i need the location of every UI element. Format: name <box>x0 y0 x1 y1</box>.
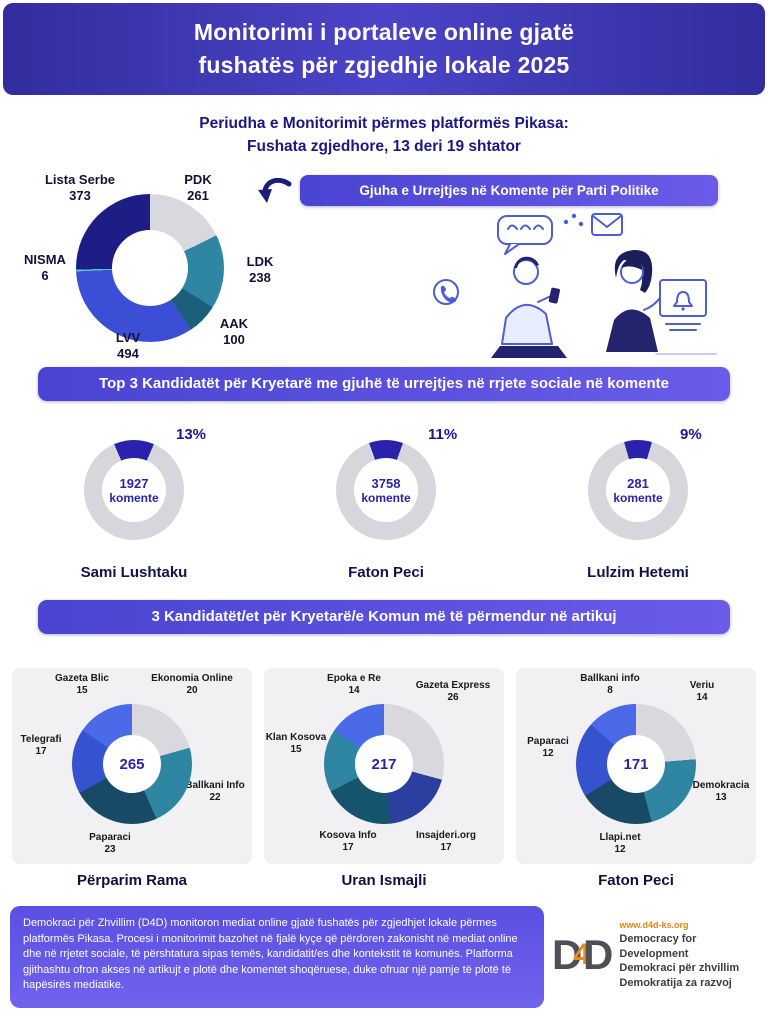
mini-label-insajderi: Insajderi.org 17 <box>415 830 476 853</box>
envelope-icon <box>591 213 623 236</box>
mentions-total: 265 <box>119 755 145 773</box>
logo-url: www.d4d-ks.org <box>619 920 689 930</box>
mini-label-paparaci: Paparaci 12 <box>527 736 569 759</box>
mentions-donut: 171 <box>576 704 696 824</box>
page-title-line1: Monitorimi i portaleve online gjatë <box>193 19 575 45</box>
monitoring-period-line1: Periudha e Monitorimit përmes platformës… <box>199 115 569 132</box>
chat-bubble-icon <box>497 215 553 255</box>
party-donut-hole <box>112 230 188 306</box>
typing-dots-icon <box>563 213 584 227</box>
d4d-logo-text: www.d4d-ks.org Democracy for Development… <box>619 920 762 990</box>
mentions-panel-uran-ismajli: Epoka e Re 14 Gazeta Express 26 Klan Kos… <box>264 668 504 864</box>
mini-label-telegrafi: Telegrafi 17 <box>20 734 62 757</box>
mentions-banner: 3 Kandidatët/et për Kryetarë/e Komun më … <box>38 600 730 634</box>
party-hate-speech-chart: Lista Serbe 373 PDK 261 LDK 238 AAK 100 … <box>18 168 320 390</box>
d4d-logo-icon: D 4 D <box>552 931 614 978</box>
party-donut <box>76 194 224 342</box>
page-title: Monitorimi i portaleve online gjatë fush… <box>194 16 574 82</box>
hate-speech-callout: Gjuha e Urrejtjes në Komente për Parti P… <box>300 175 718 206</box>
mentions-donut-hole: 265 <box>103 735 161 793</box>
donut-label-nisma: NISMA 6 <box>24 252 66 283</box>
logo-name-sr: Demokratija za razvoj <box>619 976 732 989</box>
gauge-percent: 11% <box>428 426 458 443</box>
mentions-total: 171 <box>623 755 649 773</box>
mini-label-demokracia: Demokracia 13 <box>692 780 750 803</box>
candidate-name-uran-ismajli: Uran Ismajli <box>341 872 427 889</box>
mentions-total: 217 <box>371 755 397 773</box>
man-figure <box>491 256 567 358</box>
logo-name-en: Democracy for Development <box>619 933 697 960</box>
mini-label-ballkani-info: Ballkani Info 22 <box>185 780 245 803</box>
people-illustration <box>433 213 717 358</box>
mini-label-kosova-info: Kosova Info 17 <box>319 830 377 853</box>
gauge-ring: 1927 komente <box>84 440 184 540</box>
page-title-line2: fushatës për zgjedhje lokale 2025 <box>198 52 570 78</box>
mentions-donut: 217 <box>324 704 444 824</box>
gauge-card-sami-lushtaku: 1927 komente 13% Sami Lushtaku <box>16 412 252 604</box>
woman-figure <box>606 249 661 352</box>
donut-label-ldk: LDK 238 <box>246 254 274 285</box>
donut-label-lvv: LVV 494 <box>115 330 141 361</box>
mini-label-gazeta-express: Gazeta Express 26 <box>415 680 491 703</box>
mentions-donut: 265 <box>72 704 192 824</box>
mini-label-epoka-e-re: Epoka e Re 14 <box>327 673 381 696</box>
gauge-ring: 281 komente <box>588 440 688 540</box>
donut-label-aak: AAK 100 <box>219 316 249 347</box>
gauge-percent: 13% <box>176 426 207 443</box>
gauge-center: 1927 komente <box>102 458 166 522</box>
candidate-name-perparim-rama: Përparim Rama <box>76 872 188 889</box>
gauge-card-lulzim-hetemi: 281 komente 9% Lulzim Hetemi <box>520 412 756 604</box>
mini-label-paparaci: Paparaci 23 <box>89 832 131 855</box>
header-banner: Monitorimi i portaleve online gjatë fush… <box>3 3 765 95</box>
mentions-panel-faton-peci: Ballkani info 8 Veriu 14 Paparaci 12 Dem… <box>516 668 756 864</box>
mentions-donut-hole: 217 <box>355 735 413 793</box>
d4d-logo-block: D 4 D www.d4d-ks.org Democracy for Devel… <box>552 920 762 990</box>
phone-icon <box>433 279 459 305</box>
mini-label-llapi: Llapi.net 12 <box>599 832 641 855</box>
mentions-donut-hole: 171 <box>607 735 665 793</box>
gauge-center: 281 komente <box>606 458 670 522</box>
mentions-panel-perparim-rama: Gazeta Blic 15 Ekonomia Online 20 Telegr… <box>12 668 252 864</box>
notification-screen-icon <box>655 279 717 355</box>
mini-label-ekonomia-online: Ekonomia Online 20 <box>151 673 233 696</box>
gauge-percent: 9% <box>680 426 702 443</box>
candidate-name: Faton Peci <box>348 564 424 581</box>
candidate-name-faton-peci: Faton Peci <box>598 872 674 889</box>
donut-label-pdk: PDK 261 <box>184 172 212 203</box>
mini-label-ballkani-info: Ballkani info 8 <box>580 673 640 696</box>
top3-banner: Top 3 Kandidatët për Kryetarë me gjuhë t… <box>38 367 730 401</box>
curved-arrow-icon <box>258 178 292 203</box>
candidate-name: Lulzim Hetemi <box>587 564 689 581</box>
monitoring-period: Periudha e Monitorimit përmes platformës… <box>0 112 768 158</box>
mini-label-klan-kosova: Klan Kosova 15 <box>265 732 327 755</box>
candidate-name: Sami Lushtaku <box>80 564 188 581</box>
footer-description: Demokraci për Zhvillim (D4D) monitoron m… <box>10 906 544 1008</box>
mini-label-veriu: Veriu 14 <box>689 680 715 703</box>
gauge-card-faton-peci: 3758 komente 11% Faton Peci <box>268 412 504 604</box>
mini-label-gazeta-blic: Gazeta Blic 15 <box>55 673 109 696</box>
gauge-ring: 3758 komente <box>336 440 436 540</box>
donut-label-lista-serbe: Lista Serbe 373 <box>44 172 116 203</box>
monitoring-period-line2: Fushata zgjedhore, 13 deri 19 shtator <box>247 138 521 155</box>
logo-name-sq: Demokraci për zhvillim <box>619 962 740 974</box>
gauge-center: 3758 komente <box>354 458 418 522</box>
